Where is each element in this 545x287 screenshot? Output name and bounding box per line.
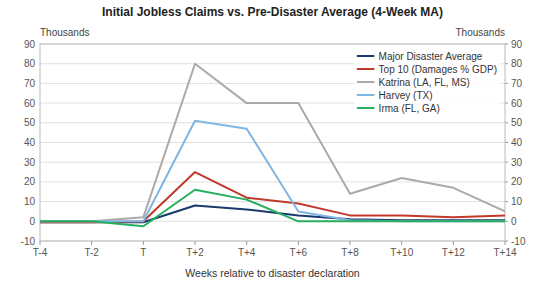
grid-line [40, 162, 505, 163]
legend: Major Disaster Average Top 10 (Damages % … [354, 49, 501, 115]
legend-background [354, 49, 501, 115]
x-tick-label: T+14 [493, 247, 517, 258]
y-tick-label: 20 [24, 176, 36, 187]
x-tick [298, 241, 299, 245]
y-tick-label: 10 [24, 196, 36, 207]
legend-label: Top 10 (Damages % GDP) [379, 64, 497, 75]
x-tick [453, 241, 454, 245]
title: Initial Jobless Claims vs. Pre-Disaster … [102, 5, 443, 19]
y-tick-label: 80 [24, 58, 36, 69]
y2-tick-label: -10 [511, 236, 526, 247]
legend-swatch [358, 107, 374, 109]
y2-tick-label: 40 [511, 137, 523, 148]
x-tick [40, 241, 41, 245]
x-tick [350, 241, 351, 245]
x-axis-label: Weeks relative to disaster declaration [185, 267, 359, 279]
y2-tick-label: 20 [511, 176, 523, 187]
legend-label: Katrina (LA, FL, MS) [379, 77, 470, 88]
y2-tick-label: 30 [511, 157, 523, 168]
chart: Initial Jobless Claims vs. Pre-Disaster … [0, 0, 545, 287]
series-line [40, 64, 505, 222]
x-tick [91, 241, 92, 245]
y-tick-label: 40 [24, 137, 36, 148]
legend-swatch [358, 55, 374, 57]
x-tick [143, 241, 144, 245]
grid-line [40, 142, 505, 143]
x-tick-label: T+6 [290, 247, 308, 258]
y2-tick-label: 10 [511, 196, 523, 207]
y-tick-label: 70 [24, 78, 36, 89]
y2-tick-label: 70 [511, 78, 523, 89]
x-tick-label: T+2 [186, 247, 204, 258]
y2-tick-label: 50 [511, 117, 523, 128]
legend-swatch [358, 81, 374, 83]
series-line [40, 190, 505, 226]
y-tick-label: -10 [21, 236, 36, 247]
x-tick-label: T-4 [33, 247, 48, 258]
grid-line [40, 181, 505, 182]
legend-label: Harvey (TX) [379, 90, 433, 101]
x-tick-label: T+12 [442, 247, 466, 258]
y2-tick-label: 90 [511, 39, 523, 50]
legend-swatch [358, 68, 374, 70]
legend-label: Irma (FL, GA) [379, 103, 440, 114]
y2-tick-label: 0 [511, 216, 517, 227]
x-tick-label: T [140, 247, 146, 258]
y-tick-label: 0 [29, 216, 35, 227]
y-tick-label: 60 [24, 98, 36, 109]
x-tick-label: T-2 [84, 247, 99, 258]
x-tick [505, 241, 506, 245]
legend-label: Major Disaster Average [379, 51, 483, 62]
y2-axis-label: Thousands [456, 27, 505, 38]
y-axis-label: Thousands [40, 27, 89, 38]
plot-frame [40, 44, 505, 241]
legend-swatch [358, 94, 374, 96]
x-tick-label: T+10 [390, 247, 414, 258]
series-line [40, 172, 505, 222]
x-tick [246, 241, 247, 245]
y2-tick-label: 60 [511, 98, 523, 109]
x-tick [195, 241, 196, 245]
y-tick-label: 30 [24, 157, 36, 168]
y-tick-label: 90 [24, 39, 36, 50]
x-tick-label: T+8 [341, 247, 359, 258]
y2-tick-label: 80 [511, 58, 523, 69]
series-line [40, 121, 505, 221]
y-tick-label: 50 [24, 117, 36, 128]
x-tick [401, 241, 402, 245]
x-tick-label: T+4 [238, 247, 256, 258]
grid-line [40, 122, 505, 123]
grid [40, 44, 505, 241]
